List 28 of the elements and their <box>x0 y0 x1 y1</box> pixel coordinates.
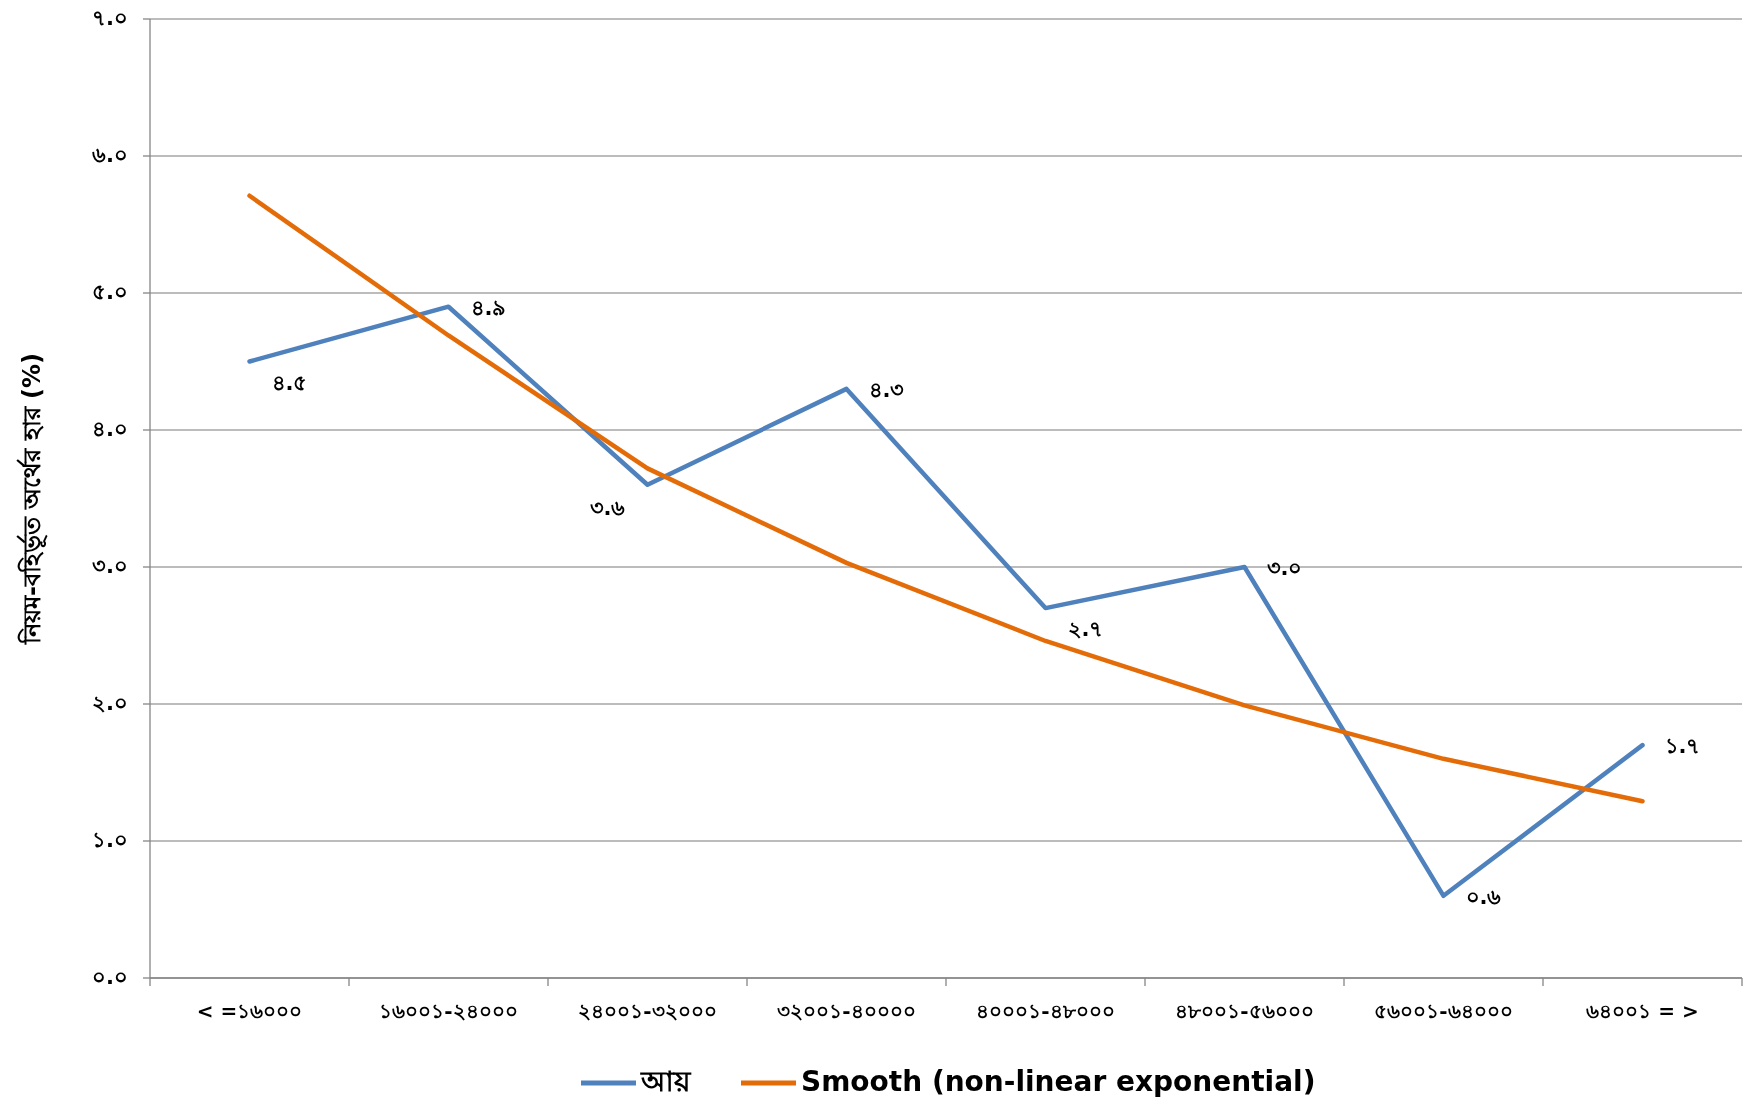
x-tick-label: ১৬০০১-২৪০০০ <box>379 999 518 1023</box>
legend-label: আয় <box>640 1065 692 1098</box>
data-label: ৪.৩ <box>868 377 905 402</box>
x-tick-label: ৫৬০০১-৬৪০০০ <box>1374 999 1513 1023</box>
y-tick-label: ৪.০ <box>92 417 128 441</box>
line-series <box>247 193 1645 804</box>
x-tick-label: ৪৮০০১-৫৬০০০ <box>1175 999 1314 1023</box>
y-tick-label: ১.০ <box>92 828 128 852</box>
y-tick-label: ৫.০ <box>92 280 128 304</box>
x-tick-label: ৪০০০১-৪৮০০০ <box>976 999 1115 1023</box>
data-label: ৪.৫ <box>271 370 308 395</box>
data-label: ০.৬ <box>1465 884 1502 909</box>
legend-label: Smooth (non-linear exponential) <box>801 1065 1316 1098</box>
y-tick-label: ৩.০ <box>92 554 128 578</box>
y-tick-label: ৭.০ <box>92 6 128 30</box>
y-axis-title: নিয়ম-বহির্ভূত অর্থের হার (%) <box>16 352 48 646</box>
y-tick-label: ৬.০ <box>92 143 128 167</box>
data-label: ৩.৬ <box>589 495 626 520</box>
y-tick-label: ২.০ <box>92 691 128 715</box>
data-label: ২.৭ <box>1067 617 1104 642</box>
data-label: ৪.৯ <box>470 295 507 320</box>
data-label: ১.৭ <box>1664 734 1701 759</box>
x-tick-label: ৬৪০০১ = > <box>1586 999 1699 1023</box>
x-tick-label: ২৪০০১-৩২০০০ <box>578 999 717 1023</box>
x-tick-label: < =১৬০০০ <box>196 999 303 1023</box>
x-tick-label: ৩২০০১-৪০০০০ <box>777 999 916 1023</box>
data-label: ৩.০ <box>1266 556 1303 580</box>
y-tick-label: ০.০ <box>92 965 128 989</box>
